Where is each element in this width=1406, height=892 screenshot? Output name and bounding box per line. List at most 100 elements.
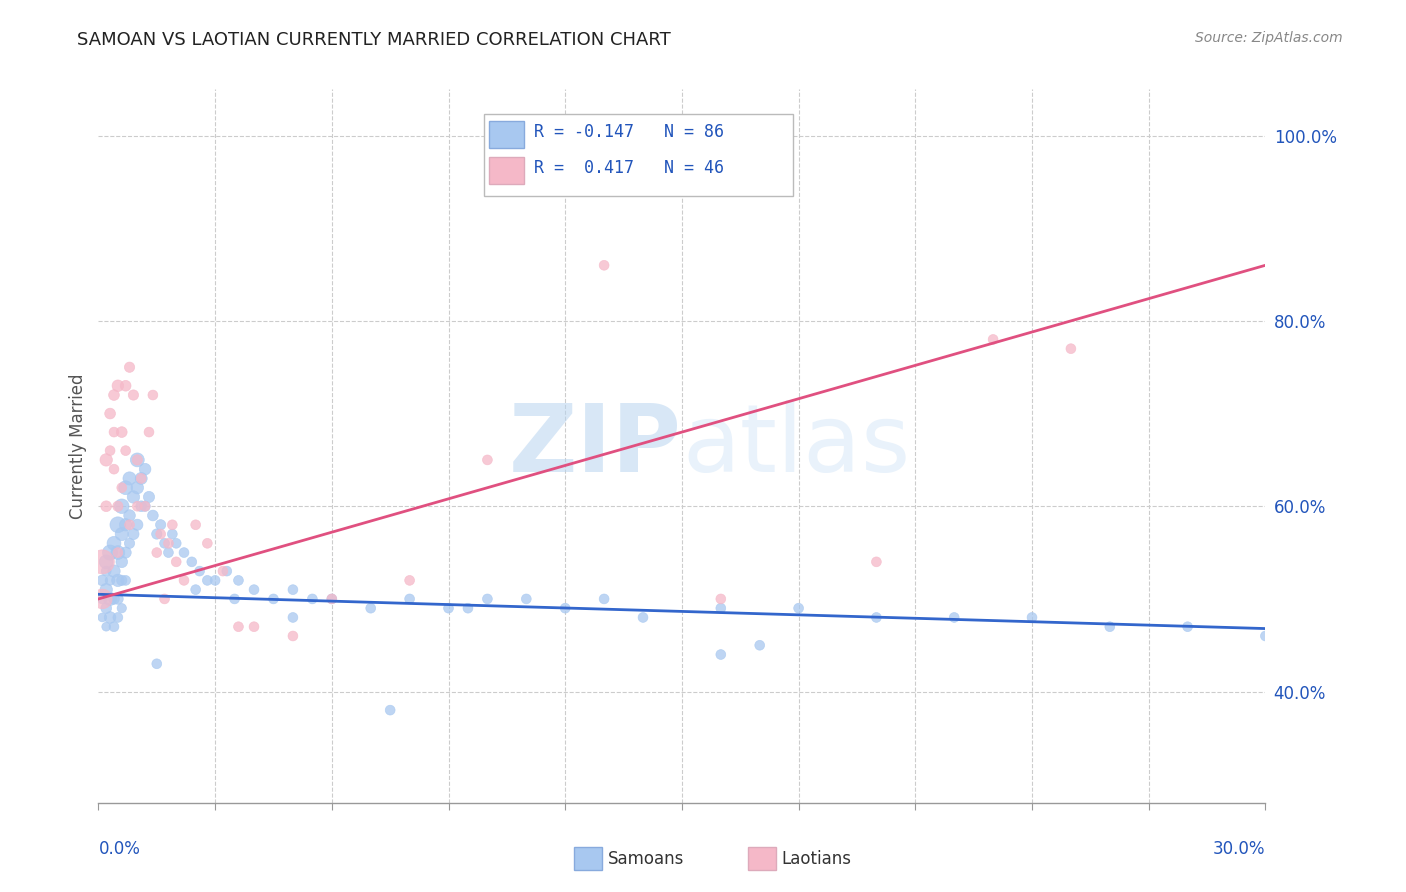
Point xyxy=(593,258,616,272)
Point xyxy=(98,443,121,458)
Point xyxy=(91,574,114,588)
Point xyxy=(142,508,165,523)
Point xyxy=(787,601,810,615)
Point xyxy=(114,517,136,532)
Point xyxy=(111,481,134,495)
Point xyxy=(96,582,118,597)
Point xyxy=(360,601,382,615)
Point xyxy=(195,574,218,588)
Point xyxy=(111,574,134,588)
Point xyxy=(103,425,125,439)
Point xyxy=(228,620,250,634)
Point xyxy=(96,620,118,634)
Point xyxy=(165,555,187,569)
Point xyxy=(281,610,304,624)
Point xyxy=(1098,620,1121,634)
Point xyxy=(180,555,202,569)
Point xyxy=(1177,620,1199,634)
Point xyxy=(96,453,118,467)
Point xyxy=(122,490,145,504)
Point xyxy=(1021,610,1043,624)
Point xyxy=(127,500,149,514)
Point xyxy=(1254,629,1277,643)
Point xyxy=(398,591,420,606)
Text: SAMOAN VS LAOTIAN CURRENTLY MARRIED CORRELATION CHART: SAMOAN VS LAOTIAN CURRENTLY MARRIED CORR… xyxy=(77,31,671,49)
Point xyxy=(162,527,184,541)
Point xyxy=(103,388,125,402)
Point xyxy=(127,517,149,532)
Point xyxy=(243,620,266,634)
Point xyxy=(149,517,172,532)
Text: Source: ZipAtlas.com: Source: ZipAtlas.com xyxy=(1195,31,1343,45)
Point xyxy=(710,591,733,606)
Point xyxy=(118,508,141,523)
Point xyxy=(204,574,226,588)
Point xyxy=(91,555,114,569)
Point xyxy=(127,453,149,467)
Text: 0.0%: 0.0% xyxy=(98,840,141,858)
Point xyxy=(118,471,141,485)
Point xyxy=(748,638,770,652)
Point xyxy=(138,490,160,504)
Point xyxy=(129,471,152,485)
Point xyxy=(111,555,134,569)
Point xyxy=(98,545,121,559)
Point xyxy=(118,536,141,550)
Point xyxy=(981,333,1004,347)
Point xyxy=(153,536,176,550)
Point xyxy=(107,610,129,624)
Point xyxy=(224,591,246,606)
Point xyxy=(710,648,733,662)
Point xyxy=(188,564,211,578)
Point xyxy=(631,610,654,624)
Point xyxy=(165,536,187,550)
Point xyxy=(107,574,129,588)
Text: R =  0.417   N = 46: R = 0.417 N = 46 xyxy=(534,159,724,177)
Point xyxy=(96,601,118,615)
Point xyxy=(98,591,121,606)
Text: 30.0%: 30.0% xyxy=(1213,840,1265,858)
Point xyxy=(212,564,235,578)
Point xyxy=(173,545,195,559)
Point xyxy=(118,360,141,375)
Point xyxy=(262,591,284,606)
Point xyxy=(103,462,125,476)
Point xyxy=(122,527,145,541)
Text: R = -0.147   N = 86: R = -0.147 N = 86 xyxy=(534,123,724,141)
Point xyxy=(98,407,121,421)
Point xyxy=(107,591,129,606)
Point xyxy=(118,517,141,532)
Point xyxy=(554,601,576,615)
Text: Laotians: Laotians xyxy=(782,850,852,868)
Point xyxy=(114,378,136,392)
Bar xyxy=(489,157,524,184)
Point xyxy=(184,582,207,597)
Point xyxy=(215,564,238,578)
Point xyxy=(477,453,499,467)
Point xyxy=(107,500,129,514)
Point xyxy=(114,443,136,458)
Point xyxy=(111,425,134,439)
Point xyxy=(96,500,118,514)
Point xyxy=(477,591,499,606)
Point xyxy=(146,545,169,559)
Point xyxy=(149,527,172,541)
Point xyxy=(173,574,195,588)
Point xyxy=(107,378,129,392)
Point xyxy=(114,481,136,495)
Point xyxy=(281,582,304,597)
Point xyxy=(91,610,114,624)
Point xyxy=(98,610,121,624)
Point xyxy=(111,527,134,541)
Point xyxy=(943,610,966,624)
Point xyxy=(91,591,114,606)
Point xyxy=(111,500,134,514)
Point xyxy=(127,453,149,467)
Point xyxy=(103,620,125,634)
Point xyxy=(134,462,156,476)
Point xyxy=(710,601,733,615)
Point xyxy=(437,601,460,615)
Y-axis label: Currently Married: Currently Married xyxy=(69,373,87,519)
Point xyxy=(380,703,402,717)
Point xyxy=(103,536,125,550)
